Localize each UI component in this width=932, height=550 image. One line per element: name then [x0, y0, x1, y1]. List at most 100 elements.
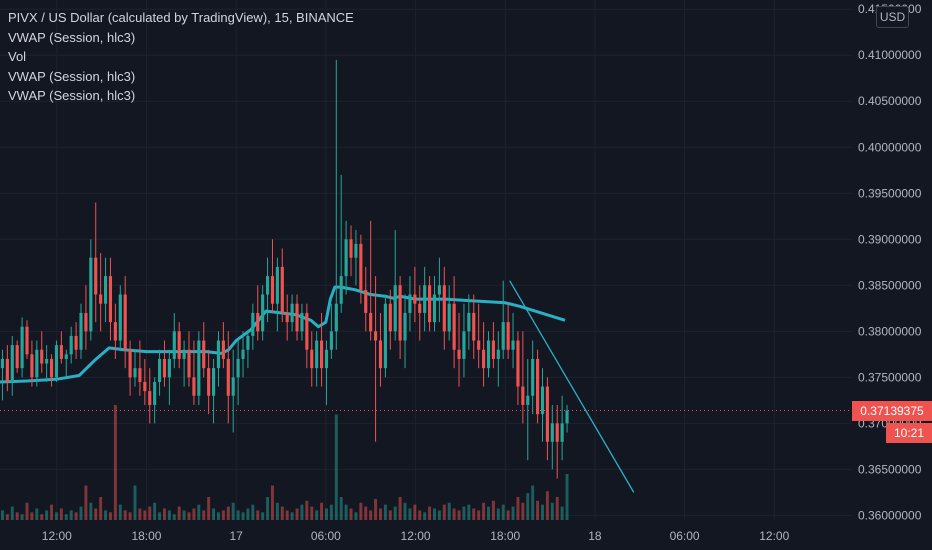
candle-body	[236, 358, 240, 378]
x-tick-label: 12:00	[42, 529, 72, 543]
candle-body	[496, 349, 500, 359]
volume-bar	[555, 497, 559, 520]
indicator-vwap-3[interactable]: VWAP (Session, hlc3)	[8, 88, 136, 103]
volume-bar	[536, 500, 540, 520]
candle-body	[113, 322, 117, 341]
y-tick-label: 0.36500000	[858, 462, 922, 476]
candle-body	[364, 289, 368, 313]
candle-body	[251, 312, 255, 336]
candle-body	[319, 340, 324, 369]
candle-body	[49, 358, 54, 378]
candle-body	[143, 381, 147, 392]
candle-body	[403, 312, 407, 341]
volume-bar	[452, 508, 456, 520]
volume-bar	[133, 485, 137, 520]
candle-body	[118, 294, 122, 341]
candle-body	[472, 312, 476, 341]
candle-body	[428, 285, 432, 323]
volume-bar	[54, 512, 58, 520]
candle-body	[295, 303, 299, 332]
x-tick-label: 12:00	[759, 529, 789, 543]
volume-bar	[108, 512, 112, 520]
candle-body	[398, 285, 402, 341]
x-tick-label: 18:00	[490, 529, 520, 543]
volume-bar	[251, 504, 255, 520]
candle-body	[486, 340, 491, 369]
volume-bar	[359, 502, 363, 520]
candle-body	[506, 322, 510, 350]
y-tick-label: 0.40000000	[858, 140, 922, 154]
indicator-volume[interactable]: Vol	[8, 49, 27, 64]
volume-bar	[64, 514, 68, 520]
volume-bar	[59, 508, 63, 520]
volume-bar	[158, 512, 162, 520]
candle-body	[270, 276, 275, 304]
volume-bar	[398, 497, 402, 520]
candle-body	[241, 349, 245, 359]
candle-body	[280, 266, 284, 313]
volume-bar	[99, 497, 103, 520]
volume-bar	[118, 504, 122, 520]
candle-body	[560, 423, 564, 442]
volume-bar	[565, 474, 569, 520]
volume-bar	[325, 508, 328, 520]
candle-body	[383, 303, 387, 369]
volume-bar	[246, 508, 250, 520]
time-axis-panel[interactable]	[0, 520, 852, 550]
last-price-label: 0.37139375	[852, 400, 932, 421]
volume-bar	[437, 510, 441, 520]
volume-bar	[521, 502, 525, 520]
candle-body	[54, 345, 59, 378]
volume-bar	[79, 506, 83, 520]
candle-body	[550, 423, 554, 442]
candle-body	[172, 331, 176, 359]
candle-body	[30, 354, 34, 378]
volume-bar	[89, 502, 93, 520]
trend-line-drawing[interactable]	[509, 280, 635, 493]
candle-body	[329, 331, 333, 350]
volume-bar	[442, 504, 446, 520]
candle-body	[197, 340, 201, 396]
trend-line[interactable]	[509, 280, 635, 493]
candles	[0, 59, 569, 479]
indicator-vwap-2[interactable]: VWAP (Session, hlc3)	[8, 68, 136, 84]
volume-bar	[153, 502, 157, 520]
candle-body	[378, 340, 383, 369]
currency-button[interactable]: USD	[876, 6, 909, 28]
volume-bar	[467, 504, 471, 520]
volume-bar	[433, 508, 436, 520]
volume-bar	[5, 514, 9, 520]
candle-body	[452, 303, 456, 350]
candle-body	[408, 294, 412, 313]
candle-body	[418, 303, 422, 313]
x-tick-label: 17	[229, 529, 243, 543]
volume-bar	[187, 512, 191, 520]
volume-bar	[138, 508, 142, 520]
volume-bar	[236, 510, 240, 520]
volume-bar	[300, 504, 304, 520]
candle-body	[128, 349, 132, 378]
candle-body	[359, 243, 363, 290]
volume-bar	[74, 512, 78, 520]
volume-bar	[545, 491, 549, 520]
volume-bar	[403, 502, 407, 520]
candle-body	[300, 312, 304, 332]
candle-body	[477, 340, 481, 350]
volume-bar	[104, 510, 108, 520]
candle-body	[447, 303, 451, 332]
volume-bar	[418, 510, 422, 520]
volume-bar	[334, 414, 338, 520]
volume-bar	[526, 493, 530, 520]
candle-body	[207, 368, 211, 396]
symbol-title[interactable]: PIVX / US Dollar (calculated by TradingV…	[8, 10, 354, 25]
price-axis-panel[interactable]	[852, 0, 932, 550]
x-tick-label: 06:00	[311, 529, 341, 543]
volume-bar	[374, 498, 378, 520]
candle-body	[565, 410, 569, 424]
candle-body	[89, 257, 93, 332]
candle-body	[354, 243, 358, 258]
indicator-vwap-1[interactable]: VWAP (Session, hlc3)	[8, 29, 136, 45]
candle-body	[133, 368, 137, 378]
candle-body	[305, 312, 309, 350]
